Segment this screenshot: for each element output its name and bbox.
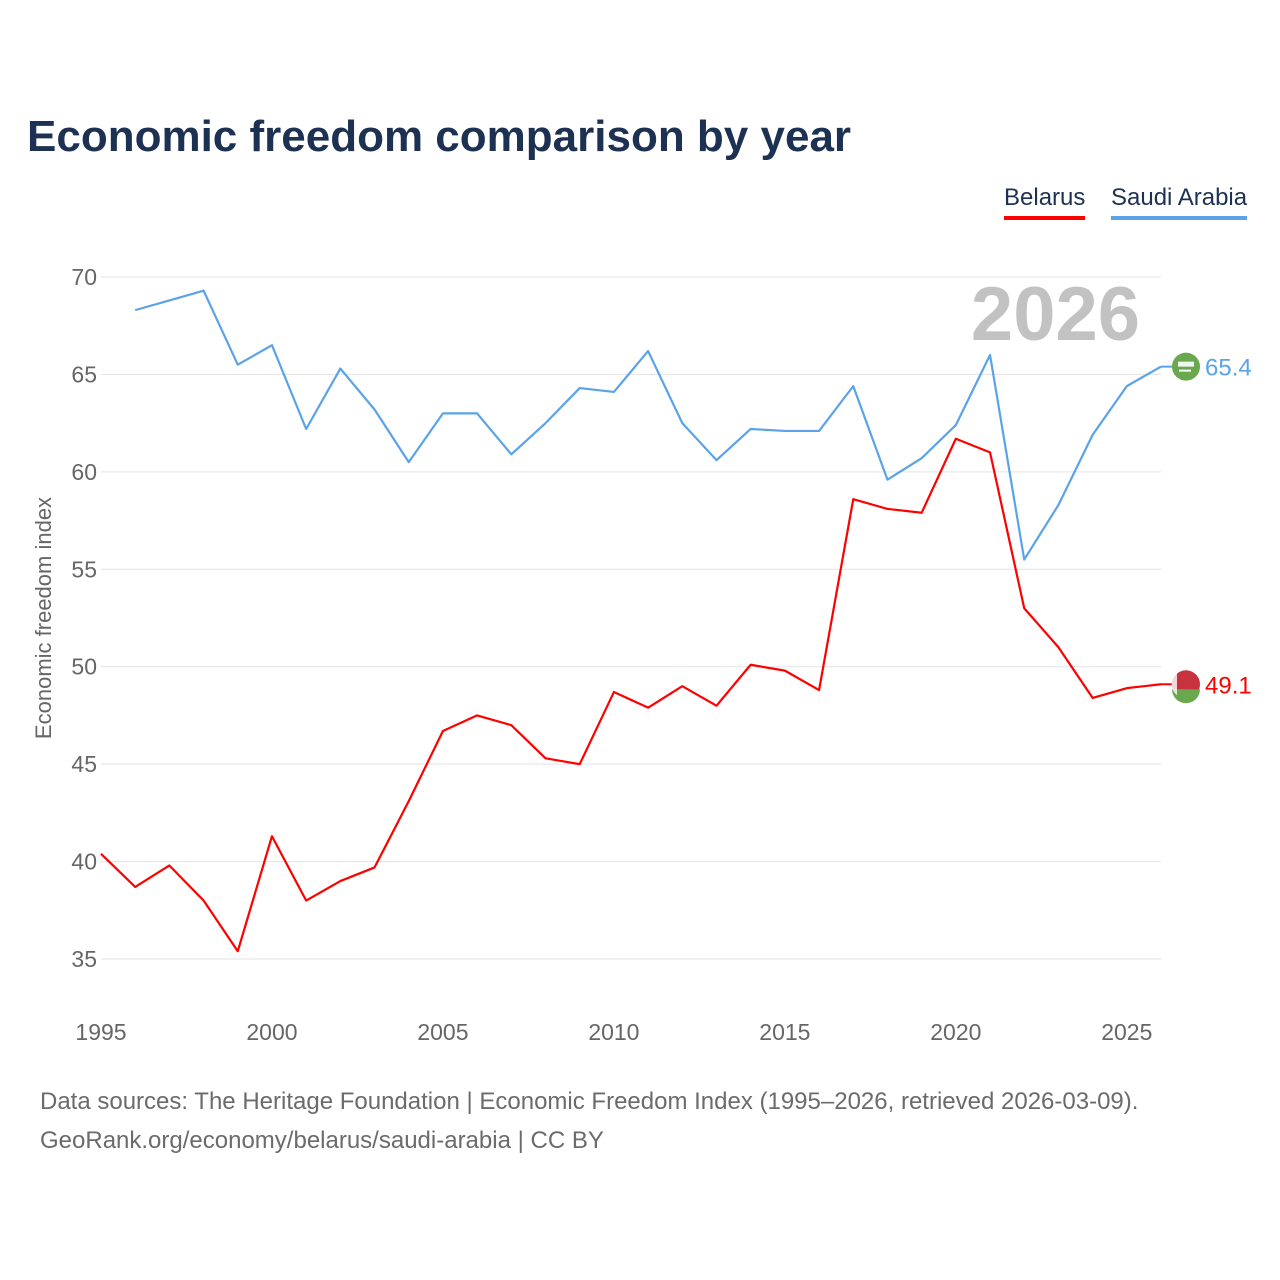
x-tick-label: 2020 xyxy=(930,1019,981,1045)
flag-emblem xyxy=(1178,361,1194,367)
y-tick-label: 40 xyxy=(71,849,97,875)
x-tick-label: 2025 xyxy=(1101,1019,1152,1045)
series-line-saudi-arabia xyxy=(134,289,1162,561)
end-value-label: 49.1 xyxy=(1205,672,1252,699)
x-tick-label: 1995 xyxy=(75,1019,126,1045)
x-tick-label: 2010 xyxy=(588,1019,639,1045)
y-tick-label: 60 xyxy=(71,459,97,485)
year-watermark: 2026 xyxy=(971,272,1140,357)
flag-sword xyxy=(1179,369,1191,372)
y-tick-label: 35 xyxy=(71,946,97,972)
end-value-label: 65.4 xyxy=(1205,355,1252,382)
y-tick-label: 70 xyxy=(71,264,97,290)
legend-item-belarus[interactable]: Belarus xyxy=(1004,184,1086,220)
x-tick-label: 2000 xyxy=(246,1019,297,1045)
y-tick-label: 55 xyxy=(71,556,97,582)
x-tick-label: 2005 xyxy=(417,1019,468,1045)
chart-title: Economic freedom comparison by year xyxy=(27,112,852,161)
data-sources: Data sources: The Heritage Foundation | … xyxy=(40,1088,1139,1115)
y-axis-label: Economic freedom index xyxy=(31,497,56,739)
flag-ornament xyxy=(1171,673,1177,696)
x-tick-label: 2015 xyxy=(759,1019,810,1045)
y-tick-label: 45 xyxy=(71,751,97,777)
flag-green-band xyxy=(1172,689,1200,704)
legend-item-saudi-arabia[interactable]: Saudi Arabia xyxy=(1111,184,1248,220)
y-tick-label: 50 xyxy=(71,654,97,680)
series-line-belarus xyxy=(100,437,1162,953)
y-tick-label: 65 xyxy=(71,361,97,387)
credit-link[interactable]: GeoRank.org/economy/belarus/saudi-arabia… xyxy=(40,1127,604,1154)
